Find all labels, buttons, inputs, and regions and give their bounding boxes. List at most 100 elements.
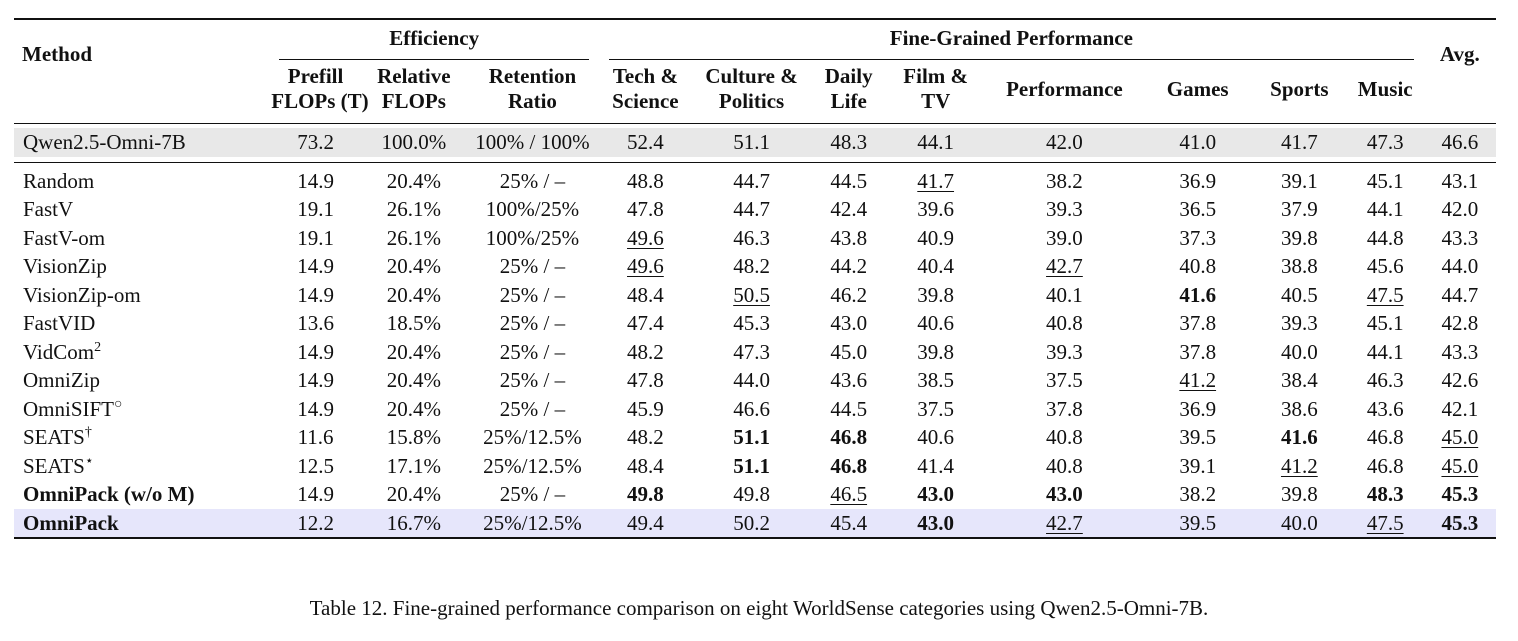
cell-value: 40.8 [1046,425,1083,450]
cell-value: 37.9 [1280,197,1318,222]
value-cell: 40.6 [886,423,985,452]
value-cell: 42.7 [985,252,1143,281]
cell-value: 40.1 [1046,282,1083,307]
method-cell: FastVID [14,309,269,338]
value-cell: 43.6 [1347,395,1424,424]
cell-value: 44.0 [733,368,770,393]
method-cell: OmniSIFT○ [14,395,269,424]
value-cell: 47.5 [1347,281,1424,310]
value-cell: 39.0 [985,224,1143,253]
cell-value: 40.6 [917,311,955,336]
value-cell: 46.3 [692,224,812,253]
cell-value: 49.6 [627,254,664,279]
value-cell: 51.1 [692,452,812,481]
cell-value: 36.9 [1179,396,1217,421]
row-separator [14,156,1496,163]
method-name: FastV-om [23,225,106,250]
value-cell: 48.4 [599,452,692,481]
value-cell: 25%/12.5% [466,423,599,452]
method-name: SEATS [23,453,85,478]
cell-value: 45.6 [1366,254,1404,279]
value-cell: 16.7% [361,508,466,539]
cell-value: 43.8 [830,225,868,250]
cell-value: 42.0 [1046,130,1083,155]
cell-value: 26.1% [386,225,441,250]
cell-value: 46.3 [733,225,770,250]
cell-value: 45.4 [830,510,868,535]
cell-value: 49.4 [627,510,664,535]
value-cell: 36.9 [1143,167,1251,196]
cell-value: 25% / – [499,368,566,393]
cell-value: 40.6 [917,425,955,450]
cell-value: 45.9 [627,396,664,421]
value-cell: 47.3 [1346,128,1424,157]
method-cell: VisionZip [14,252,269,281]
value-cell: 25% / – [466,480,599,509]
value-cell: 36.9 [1143,395,1251,424]
value-cell: 42.1 [1424,395,1496,424]
cell-value: 14.9 [297,396,334,421]
value-cell: 48.2 [599,338,692,367]
cell-value: 40.4 [917,254,955,279]
value-cell: 39.5 [1143,508,1252,539]
cell-value: 41.2 [1179,368,1217,393]
cell-value: 37.5 [917,396,955,421]
value-cell: 38.8 [1252,252,1347,281]
cell-value: 14.9 [297,254,334,279]
value-cell: 14.9 [269,281,362,310]
value-cell: 19.1 [269,195,362,224]
cell-value: 49.8 [627,482,664,507]
value-cell: 40.8 [985,452,1143,481]
cell-value: 39.8 [917,339,955,364]
value-cell: 40.0 [1252,338,1347,367]
cell-value: 42.7 [1046,510,1083,535]
value-cell: 39.1 [1143,452,1251,481]
cell-value: 51.1 [733,453,770,478]
cell-value: 39.3 [1280,311,1318,336]
value-cell: 25%/12.5% [465,508,600,539]
value-cell: 48.3 [811,128,886,157]
header-column: Performance [985,60,1144,124]
value-cell: 43.0 [811,309,886,338]
value-cell: 43.6 [811,366,886,395]
method-cell: FastV-om [14,224,269,253]
table-caption: Table 12. Fine-grained performance compa… [309,596,1209,620]
cell-value: 47.3 [733,339,770,364]
value-cell: 46.8 [1347,452,1424,481]
table-header: Method Efficiency Fine-Grained Performan… [14,18,1496,124]
method-cell: OmniPack (w/o M) [14,480,269,509]
header-column-line: Science [612,89,679,113]
method-cell: SEATS† [14,423,269,452]
cell-value: 45.3 [1441,482,1479,507]
cell-value: 41.7 [1280,130,1318,155]
cell-value: 46.6 [733,396,770,421]
value-cell: 25% / – [466,309,599,338]
value-cell: 44.7 [692,195,812,224]
cell-value: 12.5 [297,453,334,478]
cell-value: 44.1 [1366,339,1404,364]
cell-value: 14.9 [297,168,334,193]
value-cell: 44.1 [1347,195,1424,224]
value-cell: 15.8% [362,423,466,452]
header-column-line: Tech & [612,64,678,88]
value-cell: 52.4 [599,128,692,157]
table-body: Qwen2.5-Omni-7B 73.2 100.0% 100% / 100% 52.4… [14,124,1496,539]
cell-value: 25%/12.5% [483,425,582,450]
cell-value: 44.7 [733,168,770,193]
method-cell: Random [14,167,269,196]
value-cell: 19.1 [269,224,362,253]
value-cell: 43.1 [1424,167,1496,196]
method-superscript: 2 [94,339,102,355]
value-cell: 46.8 [811,423,886,452]
cell-value: 40.8 [1179,254,1217,279]
method-cell: OmniZip [14,366,269,395]
header-column-line: Culture & [705,64,798,88]
cell-value: 42.0 [1441,197,1479,222]
value-cell: 43.0 [886,480,985,509]
cell-value: 16.7% [386,510,441,535]
value-cell: 20.4% [362,366,466,395]
cell-value: 25%/12.5% [483,453,582,478]
cell-value: 18.5% [386,311,441,336]
method-cell: FastV [14,195,269,224]
cell-value: 39.5 [1179,510,1217,535]
